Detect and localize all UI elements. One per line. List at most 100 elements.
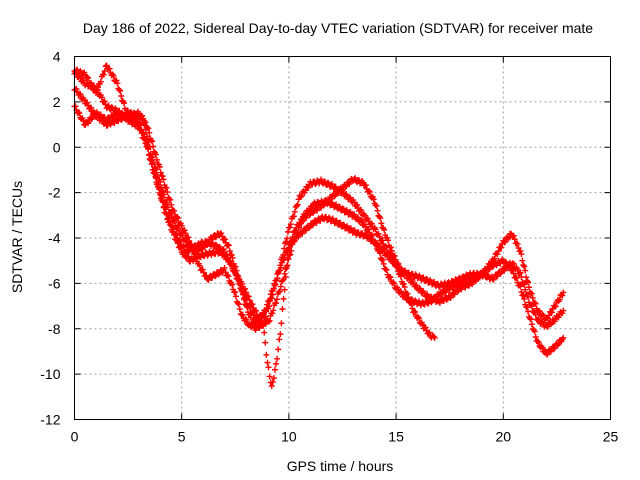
data-point (517, 247, 524, 254)
data-point (281, 270, 288, 277)
data-point (166, 195, 173, 202)
data-point (72, 103, 79, 110)
data-point (428, 293, 435, 300)
data-point (517, 283, 524, 290)
data-point (93, 89, 100, 96)
data-point (221, 250, 228, 257)
data-point (440, 297, 447, 304)
data-point (261, 329, 268, 336)
data-point (351, 211, 358, 218)
data-point (266, 373, 273, 380)
data-point (365, 187, 372, 194)
x-tick-label: 5 (178, 429, 186, 445)
data-point (536, 308, 543, 315)
data-point (306, 212, 313, 219)
y-tick-label: 0 (53, 139, 61, 155)
data-point (212, 273, 219, 280)
data-point (362, 182, 369, 189)
data-point (225, 242, 232, 249)
chart-title: Day 186 of 2022, Sidereal Day-to-day VTE… (83, 20, 593, 36)
data-point (555, 314, 562, 321)
data-point (560, 334, 567, 341)
data-point (185, 254, 192, 261)
data-point (514, 240, 521, 247)
x-axis-label: GPS time / hours (287, 458, 394, 474)
data-point (480, 269, 487, 276)
data-point (299, 217, 306, 224)
data-point (408, 296, 415, 303)
data-point (395, 260, 402, 267)
y-tick-label: -4 (48, 230, 61, 246)
data-point (85, 120, 92, 127)
data-point (110, 72, 117, 79)
data-point (277, 283, 284, 290)
data-point (217, 246, 224, 253)
data-point (137, 126, 144, 133)
data-point (173, 236, 180, 243)
data-point (374, 207, 381, 214)
data-point (387, 244, 394, 251)
data-point (413, 282, 420, 289)
data-point (245, 293, 252, 300)
data-point (282, 266, 289, 273)
data-point (228, 251, 235, 258)
data-point (167, 221, 174, 228)
data-point (271, 366, 278, 373)
data-point (487, 261, 494, 268)
data-point (237, 281, 244, 288)
data-point (502, 239, 509, 246)
data-point (388, 248, 395, 255)
data-point (284, 255, 291, 262)
data-point (268, 383, 275, 390)
data-point (212, 241, 219, 248)
data-point (154, 183, 161, 190)
x-tick-label: 0 (71, 429, 79, 445)
data-point (192, 253, 199, 260)
data-point (554, 342, 561, 349)
data-point (270, 375, 277, 382)
data-point (197, 254, 204, 261)
data-point (284, 262, 291, 269)
data-point (142, 126, 149, 133)
data-point (232, 289, 239, 296)
data-point (205, 239, 212, 246)
data-point (149, 154, 156, 161)
data-point (528, 321, 535, 328)
series-trace-4 (71, 62, 567, 390)
data-point (290, 213, 297, 220)
data-point (98, 94, 105, 101)
data-point (276, 336, 283, 343)
data-point (521, 295, 528, 302)
data-point (430, 333, 437, 340)
data-point (213, 242, 220, 249)
data-point (153, 156, 160, 163)
data-point (202, 243, 209, 250)
data-point (274, 275, 281, 282)
data-point (331, 193, 338, 200)
data-point (247, 314, 254, 321)
data-point (249, 301, 256, 308)
data-point (412, 271, 419, 278)
data-point (539, 344, 546, 351)
data-point (551, 345, 558, 352)
data-point (343, 191, 350, 198)
data-point (273, 360, 280, 367)
data-point (385, 237, 391, 244)
data-point (531, 299, 538, 306)
data-point (378, 220, 385, 227)
data-point (286, 224, 293, 231)
data-point (416, 285, 423, 292)
data-point (528, 303, 535, 310)
data-point (181, 227, 188, 234)
data-point (523, 274, 530, 281)
data-point (113, 77, 120, 84)
data-point (157, 169, 164, 176)
data-point (196, 262, 203, 269)
data-point (280, 257, 287, 264)
data-point (296, 222, 303, 229)
data-point (377, 215, 384, 222)
data-point (559, 292, 566, 299)
data-point (265, 364, 272, 371)
data-point (121, 100, 128, 107)
